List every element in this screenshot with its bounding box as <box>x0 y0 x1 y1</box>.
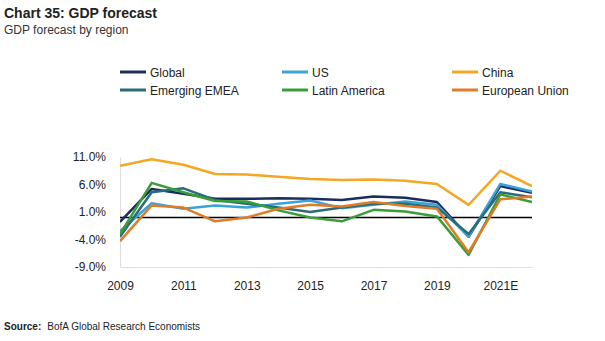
y-tick-label: 6.0% <box>79 178 107 192</box>
subtitle: GDP forecast by region <box>4 23 129 37</box>
x-tick-label: 2011 <box>171 279 197 293</box>
legend-label: Global <box>150 66 185 80</box>
x-axis-line <box>121 267 533 268</box>
legend-swatch <box>120 71 146 74</box>
series-line <box>120 159 532 205</box>
series-line <box>120 186 532 237</box>
x-axis: 2009 2011 2013 2015 2017 2019 2021E <box>107 267 532 293</box>
x-tick: 2013 <box>234 267 261 293</box>
legend-label: China <box>482 66 514 80</box>
x-tick-label: 2015 <box>297 279 324 293</box>
x-tick-label: 2021E <box>483 279 518 293</box>
x-tick-label: 2019 <box>424 279 451 293</box>
y-tick-label: -9.0% <box>75 260 107 274</box>
x-tick-label: 2017 <box>361 279 388 293</box>
legend-swatch <box>282 89 308 92</box>
series-line <box>120 188 532 236</box>
x-tick: 2009 <box>107 267 134 293</box>
legend-label: European Union <box>482 84 569 98</box>
y-tick-label: -4.0% <box>75 233 107 247</box>
x-tick-label: 2009 <box>107 279 134 293</box>
x-tick: 2019 <box>424 267 451 293</box>
y-axis: -9.0% -4.0% 1.0% 6.0% 11.0% <box>73 150 121 274</box>
source: Source: BofA Global Research Economists <box>4 321 200 332</box>
x-tick: 2021E <box>483 267 518 293</box>
chart: Chart 35: GDP forecast GDP forecast by re… <box>0 0 605 341</box>
y-tick: -4.0% <box>75 233 120 247</box>
y-tick: 11.0% <box>73 150 120 164</box>
x-tick: 2011 <box>171 267 197 293</box>
legend-label: US <box>312 66 329 80</box>
legend: Global US China Emerging EMEA Latin America E… <box>120 66 569 98</box>
plot-area <box>120 159 532 255</box>
y-axis-line <box>120 158 121 268</box>
x-tick: 2015 <box>297 267 324 293</box>
legend-swatch <box>282 71 308 74</box>
legend-label: Emerging EMEA <box>150 84 239 98</box>
source-label: Source: <box>4 321 41 332</box>
y-tick: -9.0% <box>75 260 120 274</box>
y-tick-label: 11.0% <box>73 150 106 164</box>
source-text: BofA Global Research Economists <box>47 321 200 332</box>
y-tick-label: 1.0% <box>79 205 107 219</box>
series-line <box>120 183 532 255</box>
legend-swatch <box>452 71 478 74</box>
x-tick: 2017 <box>361 267 388 293</box>
y-tick: 1.0% <box>79 205 120 219</box>
series-line <box>120 197 532 253</box>
y-tick: 6.0% <box>79 178 120 192</box>
legend-swatch <box>120 89 146 92</box>
legend-label: Latin America <box>312 84 385 98</box>
title: Chart 35: GDP forecast <box>4 5 157 21</box>
zero-line <box>120 217 532 219</box>
x-tick-label: 2013 <box>234 279 261 293</box>
legend-swatch <box>452 89 478 92</box>
